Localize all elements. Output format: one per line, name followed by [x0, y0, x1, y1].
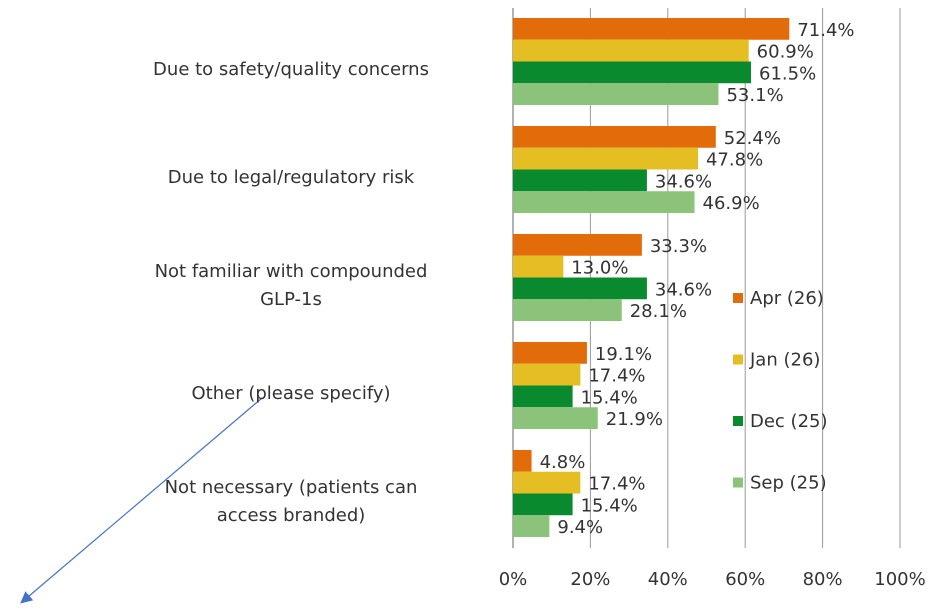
value-label: 13.0% [571, 258, 628, 279]
bar [513, 471, 581, 494]
value-label: 34.6% [655, 279, 712, 300]
bar [513, 234, 642, 256]
bar [513, 61, 752, 84]
value-label: 15.4% [581, 387, 638, 408]
x-tick-label: 40% [648, 569, 688, 590]
value-label: 17.4% [588, 366, 645, 387]
value-label: 33.3% [650, 236, 707, 257]
bar [513, 191, 695, 213]
value-label: 15.4% [581, 495, 638, 516]
value-label: 61.5% [759, 63, 816, 84]
value-label: 46.9% [703, 193, 760, 214]
legend-label: Apr (26) [750, 288, 824, 309]
category-label: Due to safety/quality concerns [153, 59, 429, 80]
bar [513, 83, 719, 105]
bar [513, 18, 790, 40]
legend-swatch [733, 293, 743, 303]
bar [513, 363, 581, 386]
bar [513, 126, 716, 148]
bar [513, 277, 647, 300]
category-label: Not necessary (patients can access brand… [164, 477, 418, 526]
bar [513, 407, 598, 429]
legend-label: Sep (25) [750, 473, 827, 494]
category-label: Not familiar with compounded GLP-1s [154, 261, 428, 310]
value-label: 47.8% [706, 150, 763, 171]
bar [513, 342, 587, 364]
x-tick-label: 20% [570, 569, 610, 590]
legend-label: Jan (26) [749, 350, 820, 371]
x-tick-label: 60% [725, 569, 765, 590]
value-label: 17.4% [588, 474, 645, 495]
legend-swatch [733, 354, 743, 365]
category-label: Due to legal/regulatory risk [167, 167, 415, 188]
x-tick-label: 100% [874, 569, 925, 590]
bar [513, 147, 698, 170]
bar [513, 450, 532, 472]
bar [513, 299, 622, 321]
bar [513, 515, 550, 537]
bar [513, 493, 573, 516]
x-tick-label: 0% [499, 569, 528, 590]
value-label: 21.9% [606, 409, 663, 430]
arrow [20, 397, 263, 604]
value-label: 4.8% [540, 452, 586, 473]
legend-swatch [733, 477, 743, 488]
bar [513, 169, 647, 192]
value-label: 53.1% [726, 85, 783, 106]
value-label: 71.4% [797, 20, 854, 41]
value-label: 19.1% [595, 344, 652, 365]
value-label: 9.4% [557, 517, 603, 538]
value-label: 28.1% [630, 301, 687, 322]
value-label: 34.6% [655, 171, 712, 192]
bar [513, 255, 564, 278]
category-label: Other (please specify) [191, 383, 391, 404]
value-label: 52.4% [724, 128, 781, 149]
legend-swatch [733, 416, 743, 426]
legend-label: Dec (25) [750, 411, 828, 432]
value-label: 60.9% [757, 42, 814, 63]
x-tick-label: 80% [803, 569, 843, 590]
bar [513, 385, 573, 408]
bar [513, 39, 749, 62]
